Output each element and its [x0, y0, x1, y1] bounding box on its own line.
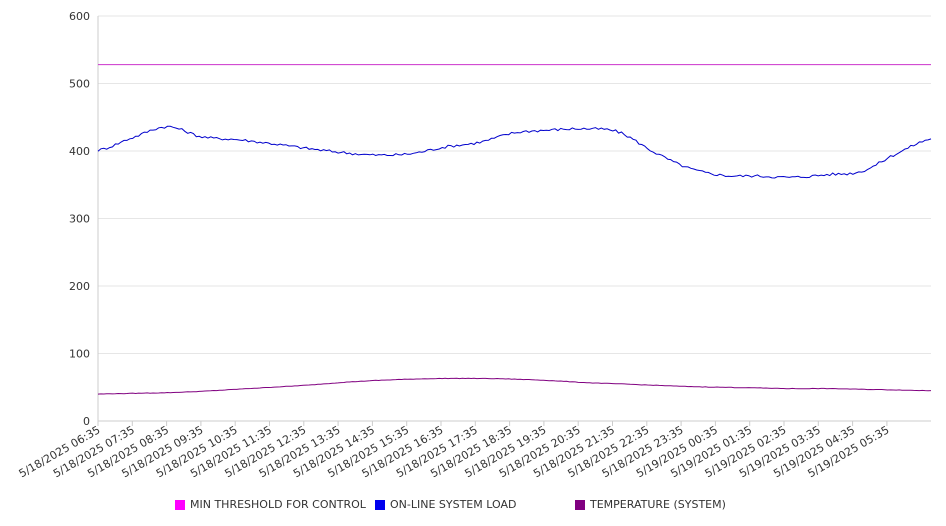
y-tick-label-0: 0 — [83, 415, 90, 428]
legend-label-temperature: TEMPERATURE (SYSTEM) — [590, 498, 726, 511]
y-tick-label-600: 600 — [69, 10, 90, 23]
y-axis: 0 100 200 300 400 500 600 — [69, 10, 99, 428]
y-tick-label-100: 100 — [69, 348, 90, 361]
x-axis: 5/18/2025 06:355/18/2025 07:355/18/2025 … — [17, 420, 931, 480]
legend-item-system-load: ON-LINE SYSTEM LOAD — [375, 498, 516, 511]
y-tick-label-400: 400 — [69, 145, 90, 158]
series-line-2 — [97, 377, 932, 395]
legend-item-min-threshold: MIN THRESHOLD FOR CONTROL — [175, 498, 366, 511]
series-lines — [97, 64, 932, 395]
legend-swatch-system-load — [375, 499, 385, 510]
legend-label-min-threshold: MIN THRESHOLD FOR CONTROL — [190, 498, 366, 511]
gridlines — [98, 15, 931, 354]
legend-swatch-temperature — [575, 499, 585, 510]
legend-item-temperature: TEMPERATURE (SYSTEM) — [575, 498, 726, 511]
y-tick-label-200: 200 — [69, 280, 90, 293]
legend-swatch-min-threshold — [175, 499, 185, 510]
y-tick-label-500: 500 — [69, 78, 90, 91]
legend: MIN THRESHOLD FOR CONTROL ON-LINE SYSTEM… — [0, 498, 946, 514]
legend-label-system-load: ON-LINE SYSTEM LOAD — [390, 498, 517, 511]
y-tick-label-300: 300 — [69, 213, 90, 226]
series-line-1 — [97, 125, 932, 179]
